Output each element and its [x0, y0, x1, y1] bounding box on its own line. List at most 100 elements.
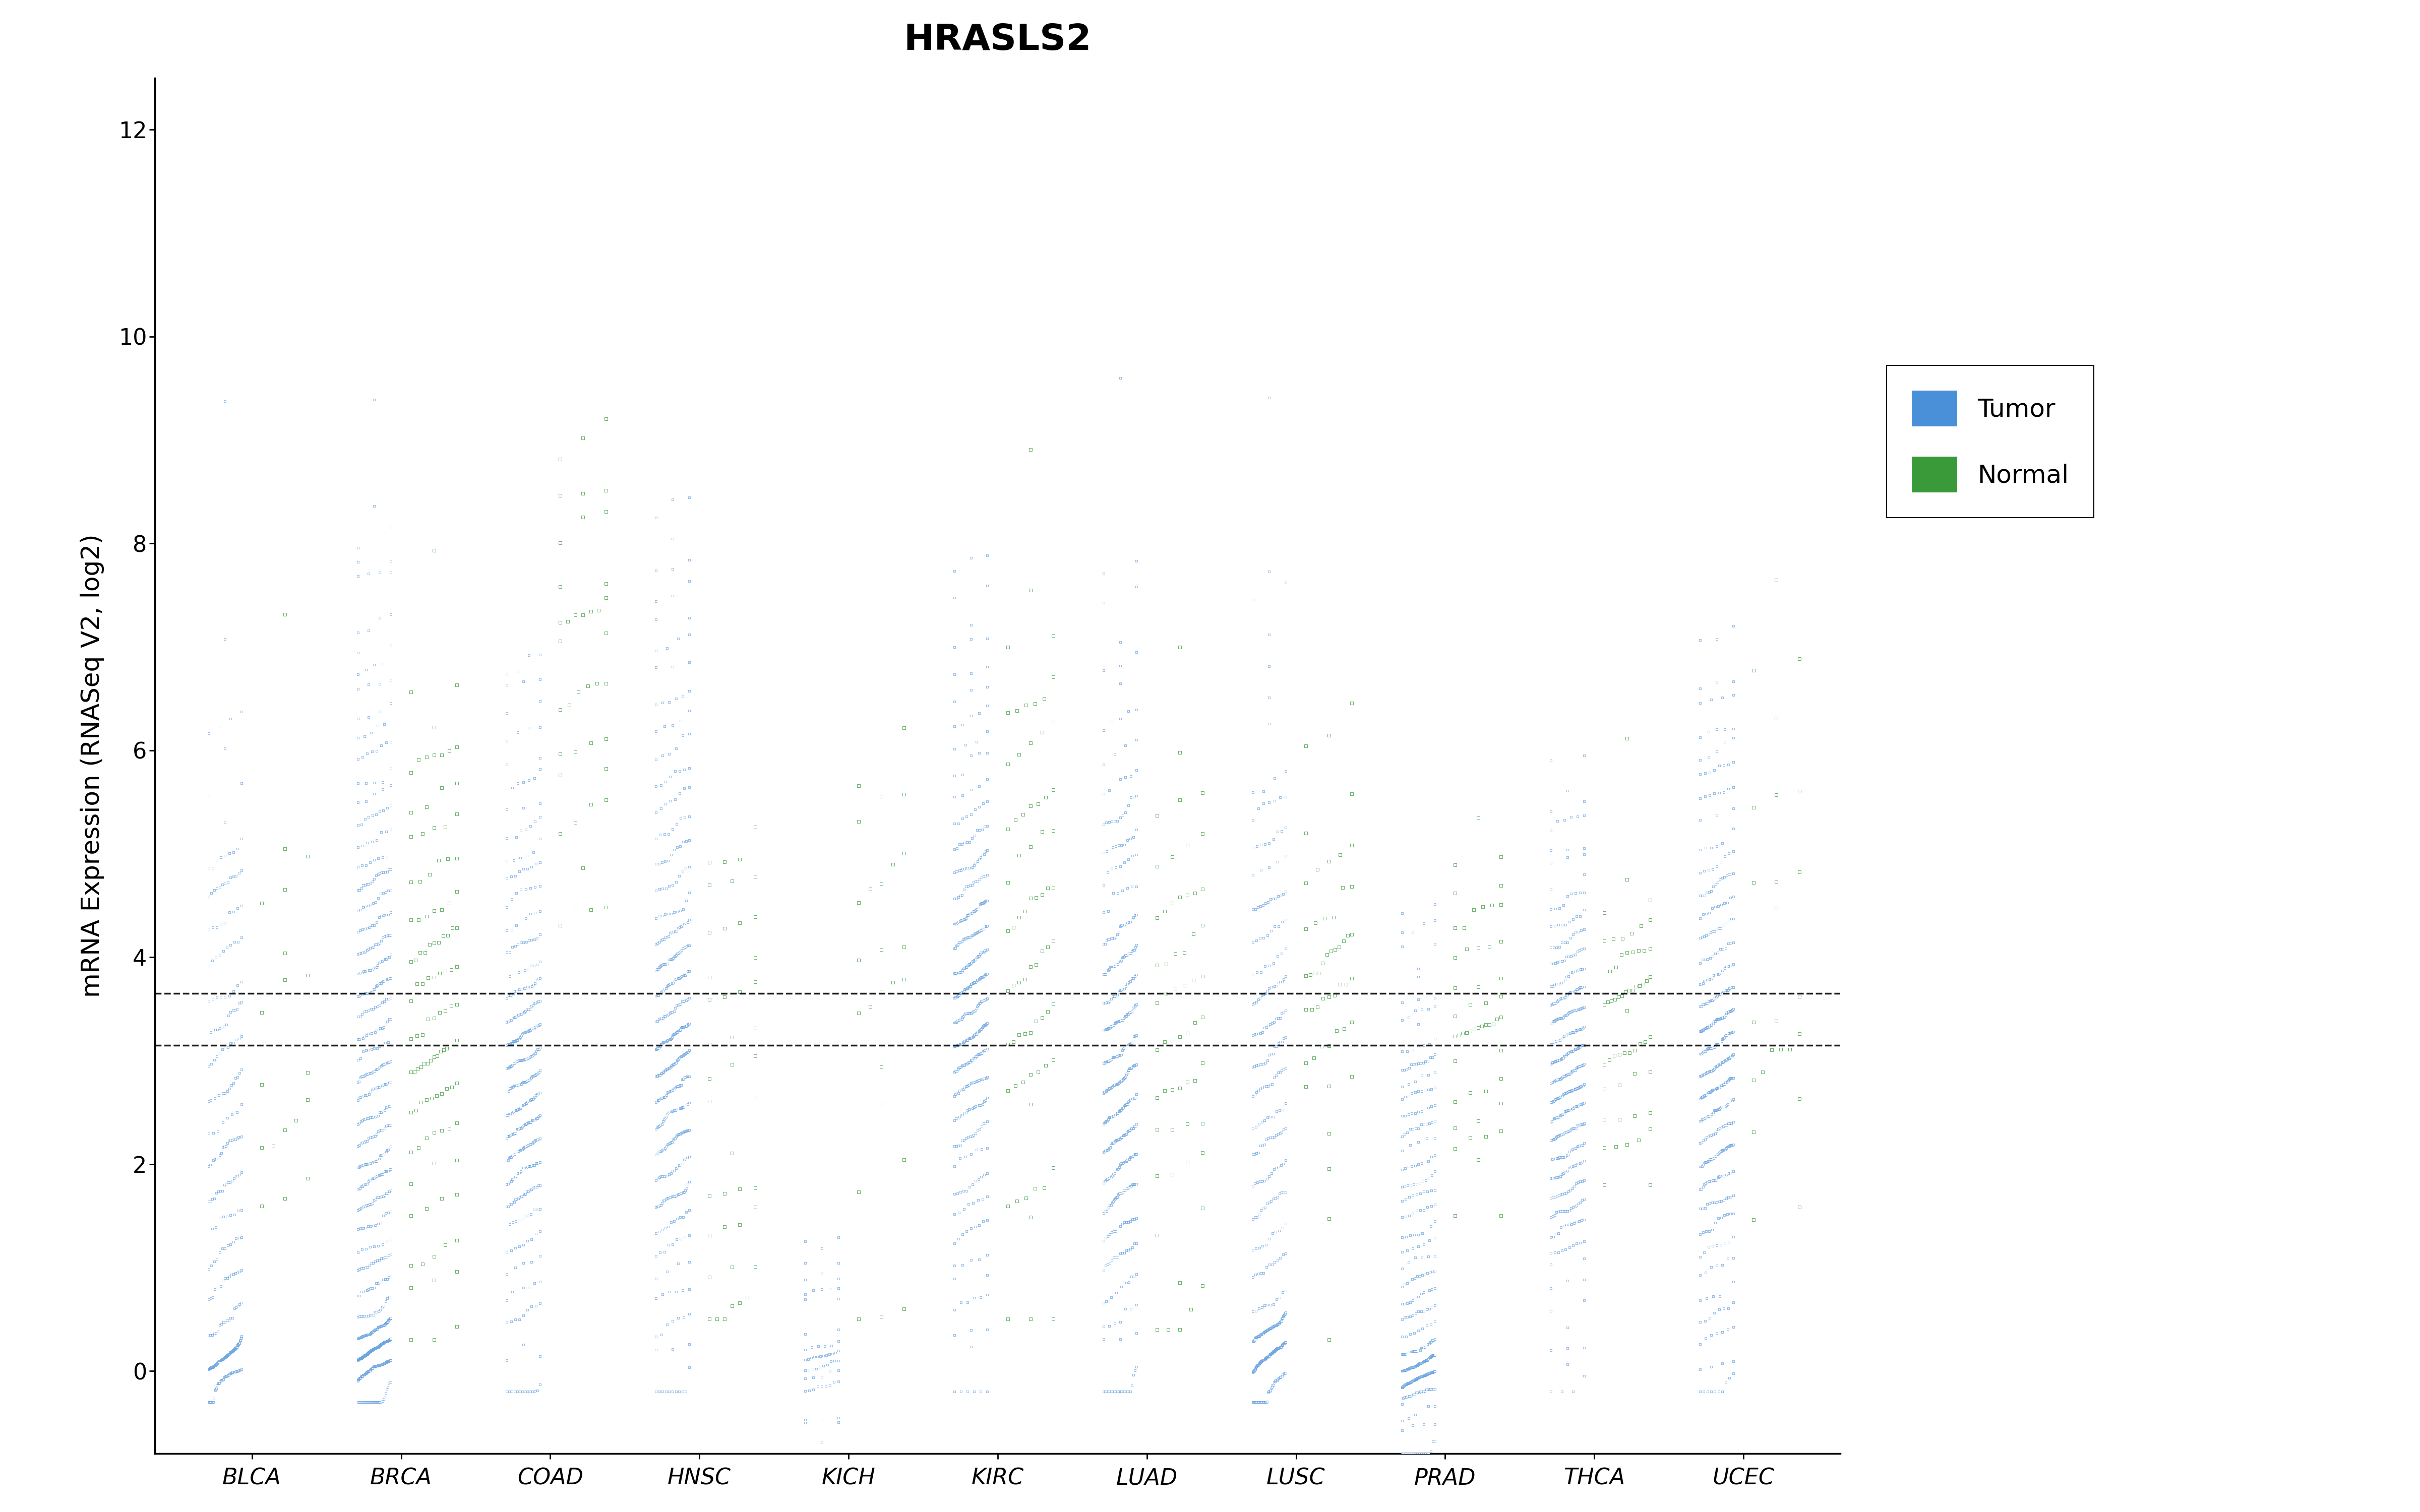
Point [365, 1329, 404, 1353]
Point [1549, 1120, 1588, 1145]
Point [365, 1160, 404, 1184]
Point [1237, 1353, 1275, 1377]
Point [1108, 794, 1147, 818]
Point [1314, 906, 1353, 930]
Point [1413, 1163, 1452, 1187]
Point [511, 1132, 549, 1157]
Point [346, 1279, 385, 1303]
Point [1399, 1338, 1437, 1362]
Point [1539, 1067, 1578, 1092]
Point [511, 996, 549, 1021]
Point [1241, 1349, 1280, 1373]
Point [666, 1178, 704, 1202]
Point [1539, 1123, 1578, 1148]
Point [639, 1114, 678, 1139]
Point [704, 1181, 743, 1205]
Point [1087, 928, 1125, 953]
Point [196, 1353, 235, 1377]
Point [1241, 1390, 1280, 1414]
Point [803, 1365, 842, 1390]
Point [1713, 1349, 1752, 1373]
Point [1387, 1157, 1425, 1181]
Point [1089, 1018, 1128, 1042]
Point [365, 1329, 404, 1353]
Point [1406, 1349, 1445, 1373]
Point [513, 993, 552, 1018]
Point [511, 715, 549, 739]
Point [1111, 1173, 1150, 1198]
Point [963, 916, 1002, 940]
Point [1033, 777, 1072, 801]
Point [353, 1338, 392, 1362]
Point [968, 986, 1007, 1010]
Point [1696, 1055, 1735, 1080]
Point [1246, 891, 1285, 915]
Point [1399, 1365, 1437, 1390]
Point [1413, 1145, 1452, 1169]
Point [1394, 1202, 1433, 1226]
Point [1261, 1246, 1300, 1270]
Point [649, 1080, 687, 1104]
Point [666, 1042, 704, 1066]
Point [1537, 1222, 1575, 1246]
Point [206, 910, 244, 934]
Point [639, 1036, 678, 1060]
Point [1706, 954, 1745, 978]
Point [1706, 1004, 1745, 1028]
Point [363, 1246, 402, 1270]
Point [496, 1379, 535, 1403]
Point [351, 1235, 390, 1259]
Point [1699, 1054, 1738, 1078]
Point [370, 1328, 409, 1352]
Point [1333, 874, 1372, 898]
Point [370, 1093, 409, 1117]
Point [513, 1108, 552, 1132]
Point [661, 1226, 699, 1250]
Point [1563, 1092, 1602, 1116]
Point [956, 853, 995, 877]
Point [201, 1371, 240, 1396]
Point [862, 937, 900, 962]
Point [1694, 1101, 1733, 1125]
Point [520, 1151, 559, 1175]
Point [951, 856, 990, 880]
Point [1556, 1173, 1595, 1198]
Point [1558, 1054, 1597, 1078]
Point [646, 1030, 685, 1054]
Point [1684, 924, 1723, 948]
Point [941, 1033, 980, 1057]
Point [341, 1086, 380, 1110]
Point [1556, 1136, 1595, 1160]
Point [1249, 685, 1287, 709]
Point [670, 829, 709, 853]
Point [1416, 1394, 1454, 1418]
Point [1416, 1160, 1454, 1184]
Point [944, 1078, 983, 1102]
Point [496, 1164, 535, 1188]
Point [1752, 1037, 1791, 1061]
Point [644, 1031, 682, 1055]
Point [341, 1256, 380, 1281]
Point [1539, 1146, 1578, 1170]
Point [508, 1229, 547, 1253]
Point [501, 1137, 540, 1161]
Point [1091, 1077, 1130, 1101]
Point [353, 1191, 392, 1216]
Point [346, 1323, 385, 1347]
Point [956, 797, 995, 821]
Point [348, 1343, 387, 1367]
Point [368, 1010, 407, 1034]
Point [668, 987, 707, 1012]
Point [1266, 1148, 1304, 1172]
Point [365, 1331, 404, 1355]
Point [949, 1027, 987, 1051]
Point [494, 776, 532, 800]
Point [353, 1355, 392, 1379]
Point [1561, 1034, 1600, 1058]
Point [254, 1134, 293, 1158]
Point [1237, 1326, 1275, 1350]
Point [1237, 1237, 1275, 1261]
Point [1696, 1009, 1735, 1033]
Point [1174, 968, 1212, 992]
Point [341, 1326, 380, 1350]
